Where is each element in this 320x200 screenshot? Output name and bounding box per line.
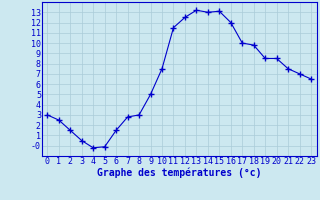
X-axis label: Graphe des températures (°c): Graphe des températures (°c) <box>97 167 261 178</box>
